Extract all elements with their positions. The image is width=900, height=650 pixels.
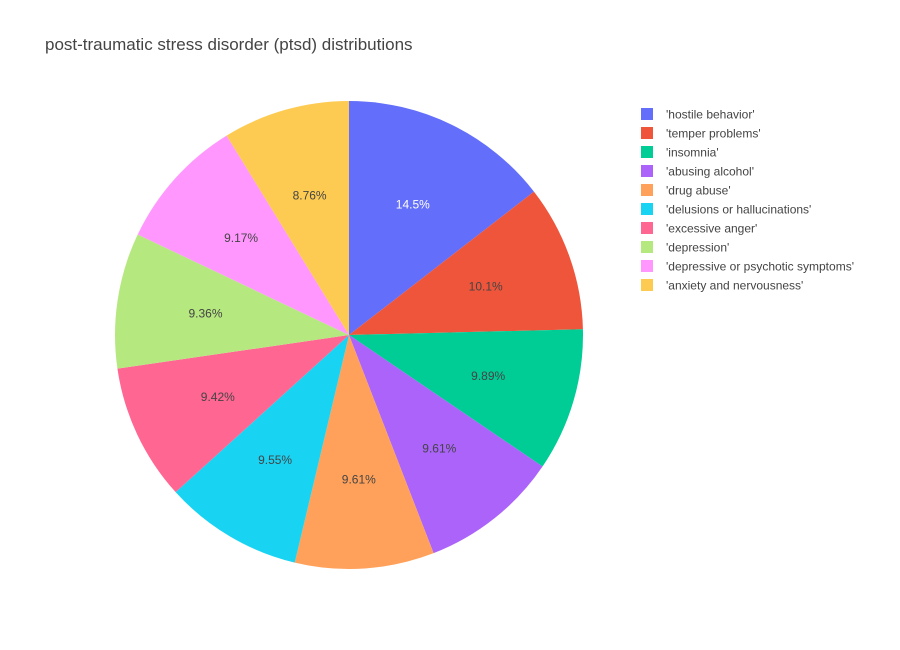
pie-slice-anxiety-and-nervousness[interactable] [226,101,349,335]
legend-item-temper-problems[interactable]: 'temper problems' [641,127,761,141]
legend-swatch [641,203,653,215]
legend-label: 'insomnia' [666,146,719,160]
legend-label: 'abusing alcohol' [666,165,754,179]
legend-swatch [641,184,653,196]
pie-slices [115,101,584,570]
legend-swatch [641,127,653,139]
legend-label: 'delusions or hallucinations' [666,203,811,217]
slice-label-excessive-anger: 9.42% [201,390,235,404]
pie-slice-delusions-or-hallucinations[interactable] [175,335,349,563]
slice-label-hostile-behavior: 14.5% [396,198,430,212]
legend-item-depressive-or-psychotic-symptoms[interactable]: 'depressive or psychotic symptoms' [641,260,854,274]
legend-item-hostile-behavior[interactable]: 'hostile behavior' [641,108,755,122]
legend-swatch [641,222,653,234]
chart-title: post-traumatic stress disorder (ptsd) di… [45,35,413,54]
legend-label: 'depressive or psychotic symptoms' [666,260,854,274]
pie-slice-abusing-alcohol[interactable] [349,335,543,554]
slice-label-abusing-alcohol: 9.61% [422,442,456,456]
legend-swatch [641,146,653,158]
slice-label-anxiety-and-nervousness: 8.76% [293,188,327,202]
legend-swatch [641,241,653,253]
legend-swatch [641,260,653,272]
legend-item-abusing-alcohol[interactable]: 'abusing alcohol' [641,165,754,179]
legend-swatch [641,108,653,120]
pie-slice-depression[interactable] [115,234,349,369]
legend-item-anxiety-and-nervousness[interactable]: 'anxiety and nervousness' [641,279,803,293]
legend-item-excessive-anger[interactable]: 'excessive anger' [641,222,757,236]
pie-slice-labels: 14.5% 10.1% 9.89% 9.61% 9.61% 9.55% 9.42% 9.36%… [188,188,505,486]
legend: 'hostile behavior' 'temper problems' 'inso… [641,108,854,293]
pie-slice-excessive-anger[interactable] [117,335,349,493]
legend-label: 'drug abuse' [666,184,731,198]
slice-label-depression: 9.36% [188,306,222,320]
pie-slice-depressive-or-psychotic-symptoms[interactable] [137,135,349,335]
pie-slice-insomnia[interactable] [349,329,584,467]
legend-swatch [641,165,653,177]
legend-label: 'hostile behavior' [666,108,755,122]
slice-label-delusions-or-hallucinations: 9.55% [258,453,292,467]
slice-label-temper-problems: 10.1% [469,279,503,293]
slice-label-drug-abuse: 9.61% [342,473,376,487]
legend-label: 'anxiety and nervousness' [666,279,803,293]
pie-slice-hostile-behavior[interactable] [349,101,534,335]
slice-label-depressive-or-psychotic-symptoms: 9.17% [224,231,258,245]
legend-label: 'depression' [666,241,729,255]
legend-label: 'temper problems' [666,127,761,141]
legend-label: 'excessive anger' [666,222,757,236]
pie-slice-drug-abuse[interactable] [294,335,434,570]
legend-item-delusions-or-hallucinations[interactable]: 'delusions or hallucinations' [641,203,811,217]
slice-label-insomnia: 9.89% [471,369,505,383]
legend-item-depression[interactable]: 'depression' [641,241,729,255]
pie-slice-temper-problems[interactable] [349,191,583,335]
legend-item-insomnia[interactable]: 'insomnia' [641,146,719,160]
legend-swatch [641,279,653,291]
legend-item-drug-abuse[interactable]: 'drug abuse' [641,184,731,198]
